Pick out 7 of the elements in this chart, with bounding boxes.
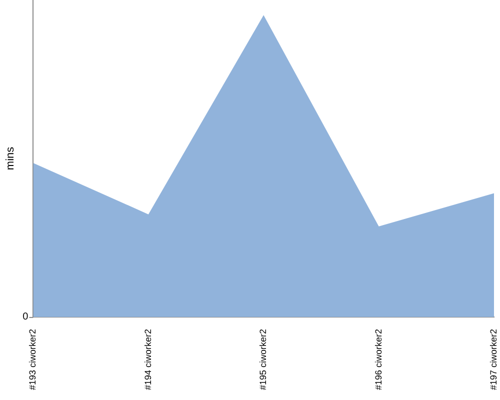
x-tick-label: #197 ciworker2 (488, 328, 498, 390)
y-axis-title: mins (4, 146, 17, 170)
text: 0 (22, 312, 29, 323)
x-tick-label: #193 ciworker2 (28, 328, 38, 390)
x-tick-label: #196 ciworker2 (373, 328, 384, 390)
x-tick-label: #194 ciworker2 (142, 328, 153, 390)
x-tick-label: #195 ciworker2 (258, 328, 268, 390)
